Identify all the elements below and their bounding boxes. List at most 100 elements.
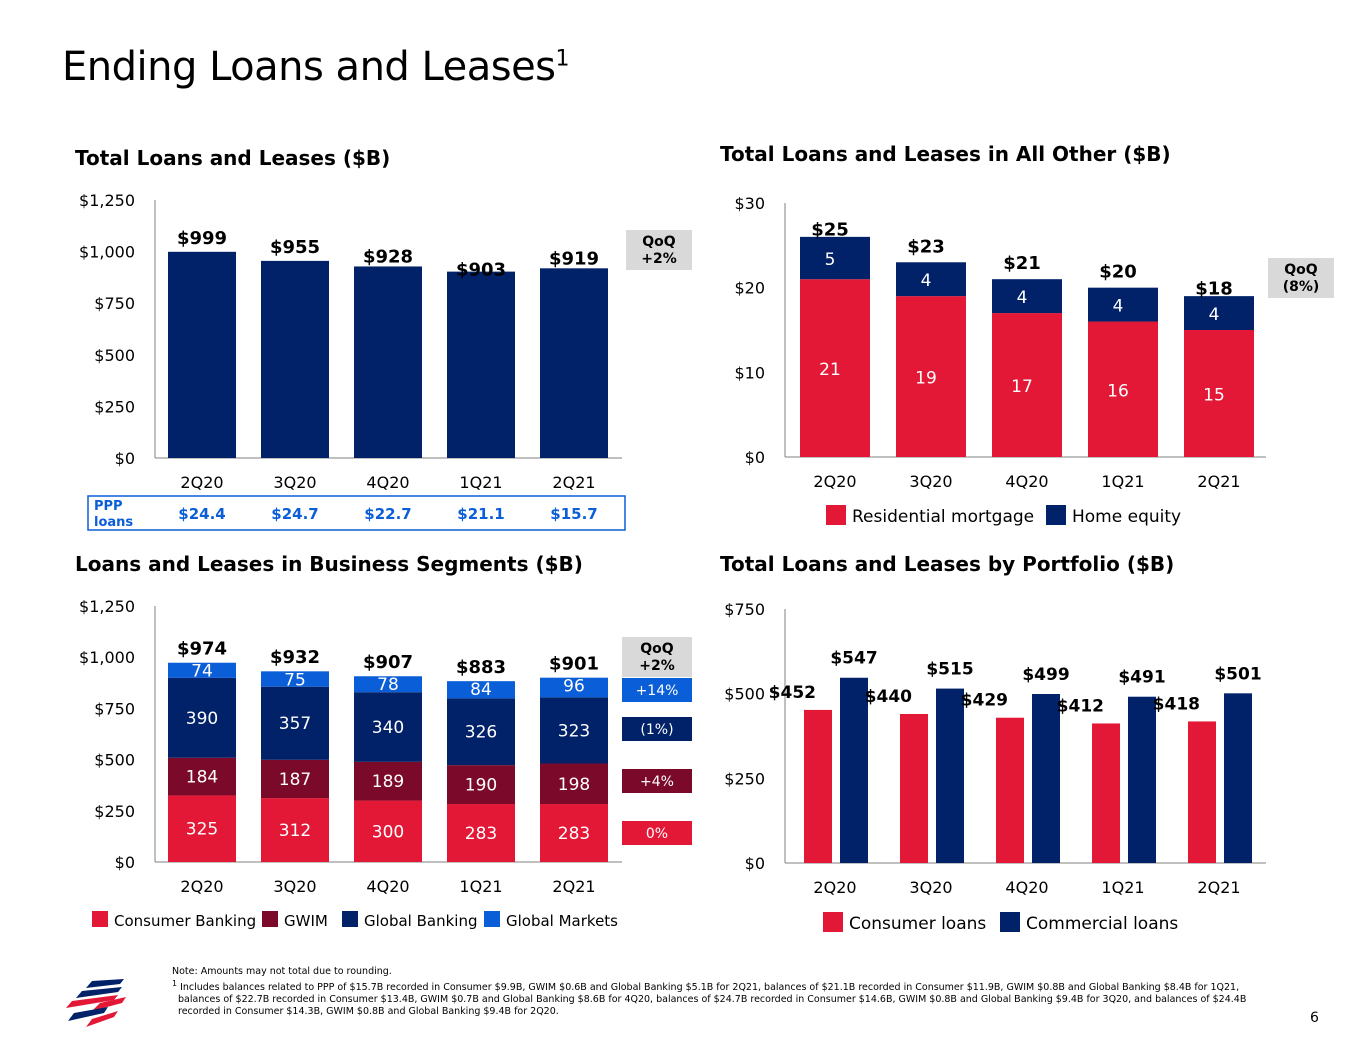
grouped-bar — [1224, 693, 1252, 863]
stacked-bar-segment — [261, 759, 329, 799]
y-tick-label: $500 — [724, 685, 765, 704]
x-tick-label: 4Q20 — [366, 877, 409, 896]
segment-value-label: 283 — [465, 824, 497, 844]
y-tick-label: $0 — [115, 853, 135, 872]
bar-total-label: $18 — [1195, 279, 1233, 300]
x-tick-label: 2Q21 — [552, 877, 595, 896]
stacked-bar-segment — [168, 677, 236, 758]
qoq-badge-text: (8%) — [1283, 279, 1320, 295]
bar-value-label: $999 — [177, 228, 227, 249]
stacked-bar-segment — [447, 804, 515, 862]
segment-value-label: 323 — [558, 721, 590, 741]
x-tick-label: 2Q21 — [1197, 472, 1240, 491]
bar — [540, 268, 608, 458]
y-tick-label: $500 — [94, 751, 135, 770]
bar-total-label: $21 — [1003, 253, 1041, 274]
stacked-bar-segment — [168, 795, 236, 862]
y-tick-label: $250 — [94, 397, 135, 416]
stacked-bar-segment — [800, 279, 870, 457]
bar-value-label: $547 — [830, 649, 877, 669]
segment-value-label: 21 — [819, 360, 841, 380]
bar-total-label: $20 — [1099, 262, 1137, 283]
y-tick-label: $1,000 — [79, 243, 135, 262]
segment-value-label: 4 — [1113, 297, 1124, 317]
chart2-title: Total Loans and Leases in All Other ($B) — [720, 142, 1171, 166]
stacked-bar-segment — [1088, 321, 1158, 457]
ppp-value: $15.7 — [550, 505, 597, 523]
x-tick-label: 4Q20 — [1005, 878, 1048, 897]
segment-value-label: 5 — [825, 250, 836, 270]
legend-label: GWIM — [284, 912, 328, 930]
bar-value-label: $499 — [1022, 665, 1069, 685]
x-tick-label: 3Q20 — [273, 877, 316, 896]
segment-value-label: 4 — [1017, 288, 1028, 308]
qoq-badge-text: +2% — [641, 251, 677, 267]
legend-label: Global Banking — [364, 912, 478, 930]
bar-value-label: $429 — [961, 691, 1008, 711]
note-text: Note: Amounts may not total due to round… — [172, 966, 392, 977]
legend-swatch — [484, 911, 500, 927]
segment-qoq-text: 0% — [646, 826, 668, 842]
bar-value-label: $928 — [363, 246, 413, 267]
bar-total-label: $25 — [811, 219, 849, 240]
x-tick-label: 2Q21 — [552, 473, 595, 492]
segment-value-label: 187 — [279, 770, 311, 790]
grouped-bar — [996, 717, 1024, 863]
page-number: 6 — [1310, 1010, 1319, 1026]
stacked-bar-segment — [447, 765, 515, 805]
legend-swatch — [342, 911, 358, 927]
stacked-bar-segment — [1184, 330, 1254, 457]
x-tick-label: 1Q21 — [1101, 472, 1144, 491]
bar-value-label: $440 — [865, 687, 912, 707]
x-tick-label: 4Q20 — [366, 473, 409, 492]
grouped-bar — [936, 688, 964, 863]
segment-qoq-text: (1%) — [640, 722, 673, 738]
segment-value-label: 75 — [284, 670, 306, 690]
qoq-badge-text: +2% — [639, 658, 675, 674]
x-tick-label: 4Q20 — [1005, 472, 1048, 491]
legend-label: Home equity — [1072, 507, 1181, 527]
legend-swatch — [262, 911, 278, 927]
stacked-bar-segment — [168, 757, 236, 796]
x-tick-label: 3Q20 — [909, 878, 952, 897]
segment-value-label: 312 — [279, 821, 311, 841]
bar — [447, 271, 515, 458]
bar-value-label: $491 — [1118, 668, 1165, 688]
segment-qoq-text: +14% — [636, 683, 679, 699]
x-tick-label: 2Q21 — [1197, 878, 1240, 897]
segment-value-label: 74 — [191, 662, 213, 682]
y-tick-label: $20 — [734, 279, 765, 298]
chart4-title: Total Loans and Leases by Portfolio ($B) — [720, 552, 1175, 576]
y-tick-label: $250 — [94, 802, 135, 821]
bar-value-label: $903 — [456, 260, 506, 281]
grouped-bar — [1188, 721, 1216, 863]
y-tick-label: $0 — [745, 854, 765, 873]
bar-value-label: $452 — [769, 683, 816, 703]
segment-value-label: 184 — [186, 768, 218, 788]
bank-logo — [66, 979, 126, 1027]
y-tick-label: $1,000 — [79, 648, 135, 667]
segment-qoq-badge — [622, 769, 692, 793]
y-tick-label: $250 — [724, 769, 765, 788]
ppp-label: loans — [94, 515, 133, 530]
x-tick-label: 3Q20 — [273, 473, 316, 492]
segment-value-label: 190 — [465, 776, 497, 796]
x-tick-label: 2Q20 — [813, 878, 856, 897]
stacked-bar-segment — [1184, 296, 1254, 330]
y-tick-label: $1,250 — [79, 597, 135, 616]
segment-value-label: 15 — [1203, 386, 1225, 406]
grouped-bar — [1032, 694, 1060, 863]
qoq-badge-text: QoQ — [642, 234, 676, 250]
legend-label: Consumer loans — [849, 914, 986, 934]
stacked-bar-segment — [992, 313, 1062, 457]
segment-value-label: 325 — [186, 820, 218, 840]
bar-total-label: $907 — [363, 652, 413, 673]
legend-label: Residential mortgage — [852, 507, 1034, 527]
stacked-bar-segment — [168, 662, 236, 678]
segment-value-label: 19 — [915, 369, 937, 389]
segment-value-label: 357 — [279, 714, 311, 734]
segment-value-label: 4 — [921, 271, 932, 291]
stacked-bar-segment — [261, 798, 329, 862]
x-tick-label: 1Q21 — [1101, 878, 1144, 897]
